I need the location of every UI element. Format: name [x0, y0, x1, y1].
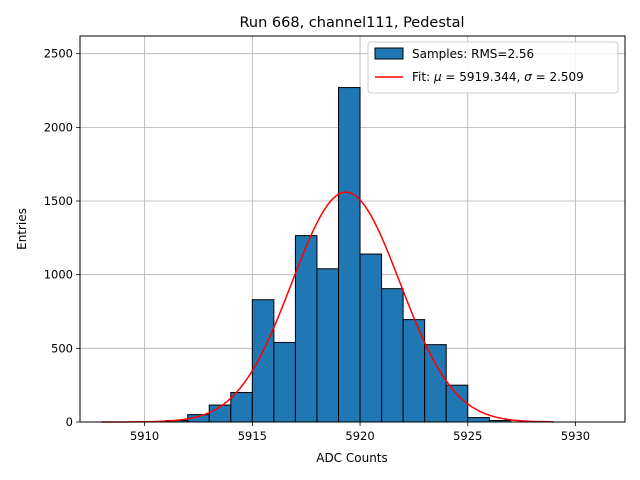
legend-label-samples: Samples: RMS=2.56: [412, 47, 534, 61]
histogram-bars: [165, 87, 512, 423]
legend-box: [367, 41, 619, 94]
x-tick-label: 5930: [561, 429, 590, 443]
legend-fit-mu-symbol: μ: [433, 70, 442, 84]
legend-swatch-samples: [374, 47, 404, 60]
y-tick-label: 2000: [44, 120, 73, 134]
histogram-bar: [424, 344, 447, 423]
histogram-bar: [337, 87, 361, 423]
histogram-bar: [316, 268, 339, 423]
x-tick-label: 5920: [345, 429, 374, 443]
x-tick-label: 5910: [130, 429, 159, 443]
x-tick-label: 5925: [453, 429, 482, 443]
histogram-bar: [445, 384, 469, 423]
y-tick-label: 2500: [44, 47, 73, 61]
legend-fit-sigma-text: = 2.509: [532, 70, 584, 84]
y-tick-label: 500: [51, 341, 73, 355]
histogram-bar: [251, 299, 275, 423]
histogram-bar: [230, 392, 253, 423]
y-axis-ticks: 0 500 1000 1500 2000 2500: [44, 47, 80, 429]
x-axis-ticks: 5910 5915 5920 5925 5930: [130, 422, 590, 443]
histogram-bar: [467, 417, 490, 423]
y-tick-label: 0: [66, 415, 73, 429]
legend-fit-mu-text: = 5919.344,: [442, 70, 525, 84]
histogram-bar: [359, 253, 383, 423]
plot-frame: [79, 35, 626, 423]
chart-title: Run 668, channel111, Pedestal: [239, 15, 464, 31]
legend-fit-sigma-symbol: σ: [524, 70, 532, 84]
y-axis-label: Entries: [15, 208, 29, 250]
x-tick-label: 5915: [238, 429, 267, 443]
legend: Samples: RMS=2.56 Fit: μ = 5919.344, σ =…: [367, 41, 619, 94]
histogram-bar: [381, 288, 404, 423]
legend-fit-prefix: Fit:: [412, 70, 434, 84]
x-axis-label: ADC Counts: [316, 451, 388, 465]
y-tick-label: 1000: [44, 268, 73, 282]
y-tick-label: 1500: [44, 194, 73, 208]
histogram-bar: [273, 341, 296, 423]
gaussian-fit-curve: [101, 191, 554, 423]
legend-label-fit: Fit: μ = 5919.344, σ = 2.509: [412, 70, 584, 84]
